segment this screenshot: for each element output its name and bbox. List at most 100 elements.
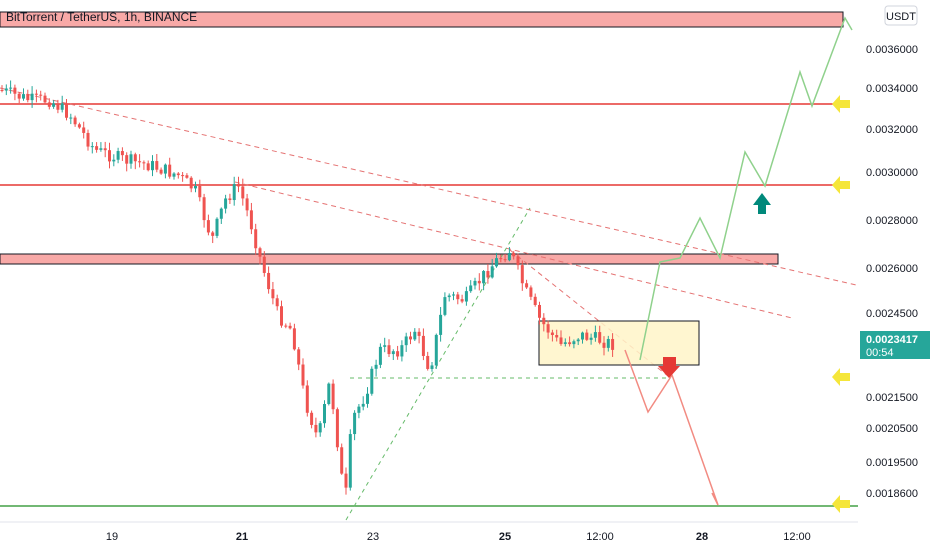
level-marker-arrow-icon-2 [832, 176, 850, 194]
candle-body [529, 287, 533, 297]
candle-body [172, 173, 176, 177]
candle-body [421, 335, 425, 356]
candle-body [211, 232, 215, 236]
price-tick-label: 0.0020500 [866, 423, 918, 435]
sell-arrow-icon [658, 357, 680, 378]
bearish-projection [624, 349, 719, 506]
candle-body [301, 364, 305, 386]
price-tick-label: 0.0030000 [866, 167, 918, 179]
candle-body [43, 95, 47, 103]
candle-body [125, 155, 129, 164]
candle-body [65, 103, 68, 118]
candle-body [168, 164, 172, 177]
candle-body [292, 328, 296, 350]
candle-body [237, 184, 240, 187]
price-tick-label: 0.0024500 [866, 308, 918, 320]
candle-body [516, 256, 520, 266]
candle-body [611, 338, 615, 350]
candle-body [378, 346, 382, 365]
candle-body [404, 336, 408, 346]
candle-body [241, 186, 245, 199]
candle-body [275, 298, 279, 307]
candle-body [340, 447, 344, 474]
candle-body [469, 285, 473, 292]
level-marker-arrow-icon-3 [832, 368, 850, 386]
candle-body [26, 94, 30, 101]
candle-body [224, 198, 228, 209]
candle-body [34, 93, 38, 95]
candle-body [4, 88, 8, 91]
candle-body [206, 220, 210, 233]
candle-body [284, 325, 288, 327]
candles-group [0, 80, 615, 495]
candle-body [348, 434, 352, 488]
candle-body [142, 162, 146, 164]
candle-body [181, 175, 185, 177]
candle-body [60, 103, 64, 110]
currency-badge[interactable] [884, 5, 918, 26]
candle-body [95, 146, 99, 150]
candle-body [581, 332, 584, 340]
candle-body [563, 342, 567, 344]
candle-body [146, 163, 150, 171]
candle-body [413, 331, 417, 340]
candle-body [198, 185, 202, 198]
candle-body [228, 198, 232, 201]
candle-body [245, 198, 249, 211]
chart-title: BitTorrent / TetherUS, 1h, BINANCE [6, 10, 197, 24]
time-tick-label: 28 [696, 531, 708, 543]
countdown-label: 00:54 [866, 347, 894, 359]
candle-body [202, 197, 206, 221]
candle-body [409, 336, 412, 340]
candle-body [129, 154, 133, 164]
candle-body [370, 368, 374, 394]
candle-body [17, 93, 21, 99]
price-axis-ticks: 0.0036000 0.0034000 0.0032000 0.0030000 0.00… [866, 44, 918, 500]
candle-body [400, 345, 404, 357]
candle-body [482, 271, 486, 284]
candle-body [602, 342, 606, 348]
candle-body [73, 117, 77, 125]
price-tick-label: 0.0028000 [866, 215, 918, 227]
candle-body [542, 317, 546, 325]
price-tick-label: 0.0019500 [866, 457, 918, 469]
candle-body [512, 253, 516, 257]
price-tick-label: 0.0021500 [866, 392, 918, 404]
candle-body [533, 296, 537, 305]
candle-body [460, 299, 464, 302]
candle-body [30, 93, 34, 101]
candle-body [133, 154, 137, 162]
candle-body [439, 314, 443, 335]
candle-body [525, 283, 529, 288]
time-tick-label: 23 [367, 531, 379, 543]
candle-body [606, 338, 610, 348]
candle-body [194, 185, 197, 189]
price-axis-panel[interactable] [858, 0, 932, 522]
candle-body [593, 332, 597, 338]
time-tick-label: 12:00 [586, 531, 614, 543]
candle-body [495, 258, 498, 267]
current-price-label: 0.0023417 [866, 334, 918, 346]
candle-body [22, 94, 25, 99]
candle-body [477, 280, 481, 284]
price-tick-label: 0.0034000 [866, 83, 918, 95]
time-axis-panel[interactable] [0, 522, 932, 550]
candle-body [434, 334, 438, 366]
candle-body [90, 146, 94, 148]
downtrend-line-2 [234, 181, 793, 319]
time-axis-ticks: 19 21 23 25 12:00 28 12:00 [106, 531, 811, 543]
downtrend-line-1 [0, 87, 857, 286]
candle-body [314, 424, 318, 433]
candle-body [555, 335, 559, 338]
candle-body [366, 393, 369, 404]
candle-body [82, 127, 86, 133]
candle-body [585, 332, 589, 340]
candle-body [86, 132, 90, 147]
downtrend-line-3 [509, 249, 669, 377]
candle-body [396, 351, 400, 357]
candle-body [387, 345, 391, 355]
candle-body [559, 337, 563, 344]
candle-body [297, 349, 301, 365]
